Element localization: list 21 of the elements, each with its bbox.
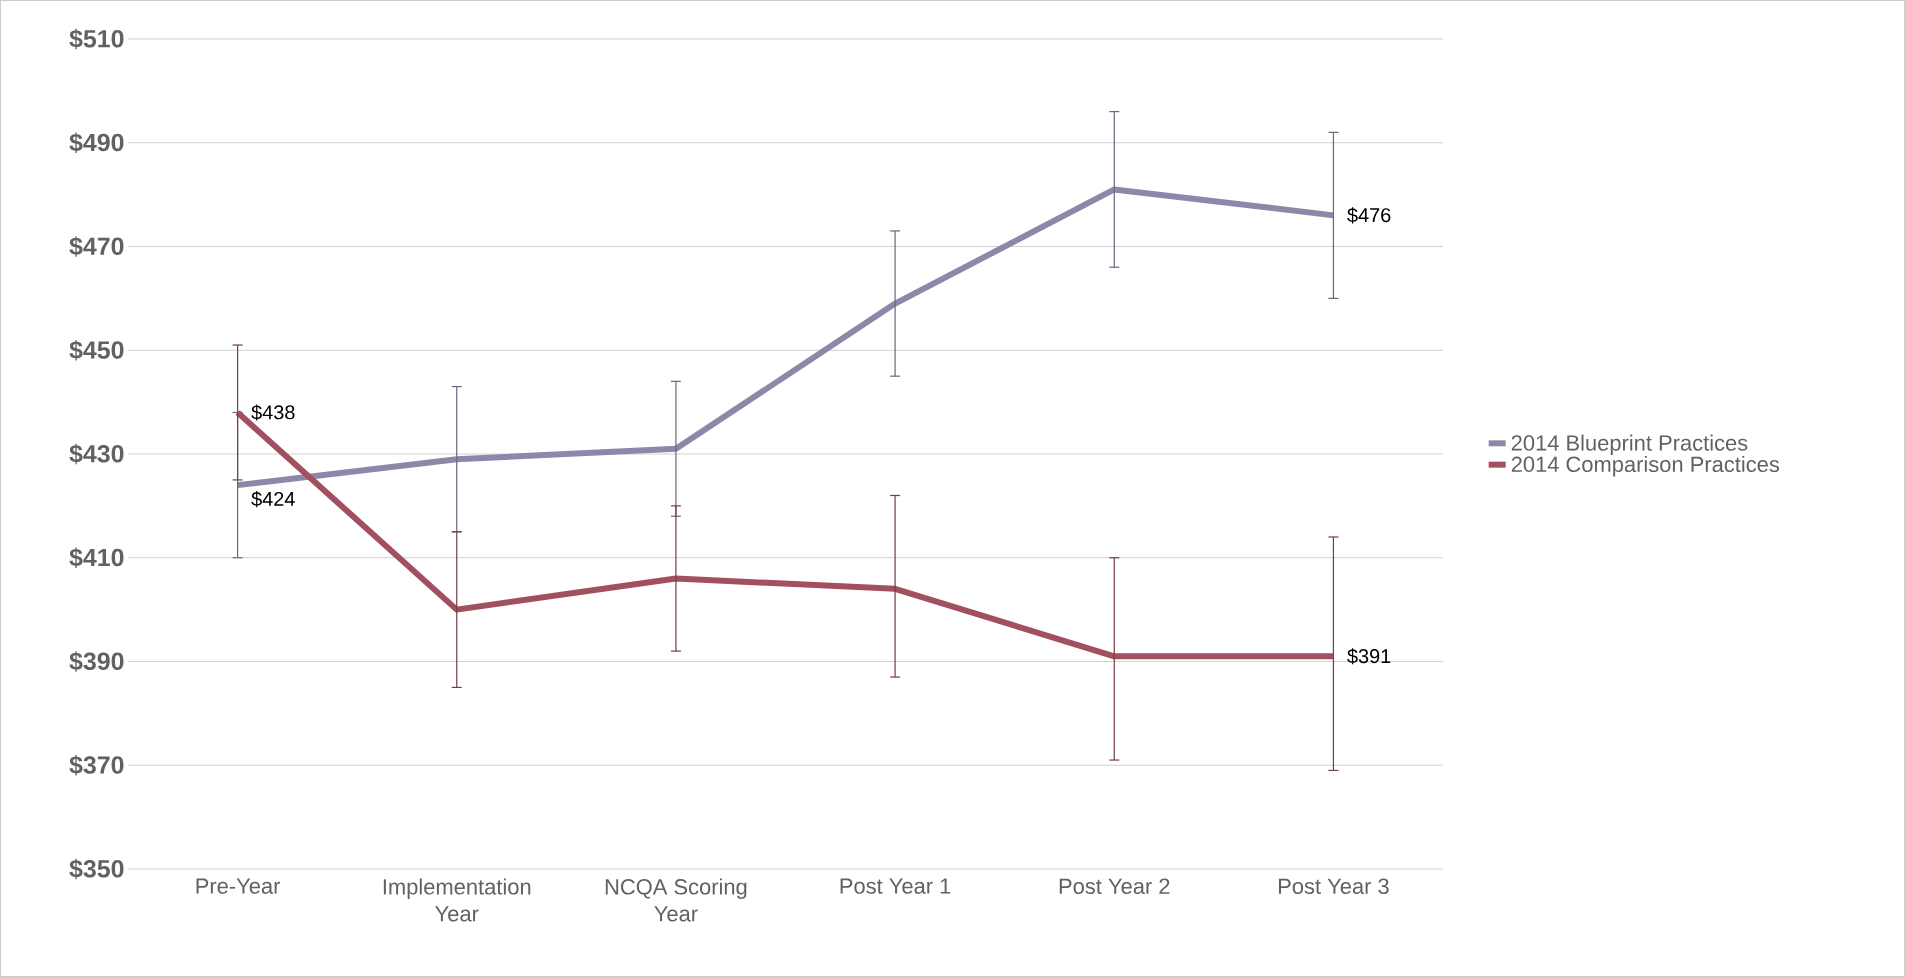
legend-label: 2014 Blueprint Practices: [1511, 434, 1748, 456]
legend-label: 2014 Comparison Practices: [1511, 455, 1780, 477]
x-tick-label: NCQA Scoring Year: [605, 878, 747, 922]
x-tick-label: Implementation Year: [383, 878, 531, 922]
x-tick-label: Post Year 3: [1278, 878, 1389, 895]
data-label: $391: [1347, 648, 1391, 665]
y-tick-label: $430: [69, 443, 124, 465]
y-tick-label: $370: [69, 755, 124, 776]
data-label: $438: [251, 404, 295, 421]
x-tick-label: Pre-Year: [196, 878, 281, 894]
data-label: $476: [1347, 207, 1391, 224]
y-tick-label: $410: [69, 547, 124, 568]
y-tick-label: $470: [69, 236, 124, 257]
y-tick-label: $450: [69, 340, 124, 361]
x-tick-label: Post Year 1: [840, 878, 951, 894]
y-tick-label: $350: [69, 858, 124, 880]
y-tick-label: $490: [69, 132, 124, 153]
x-tick-label: Post Year 2: [1059, 878, 1170, 895]
y-tick-label: $390: [69, 651, 124, 672]
y-tick-label: $510: [69, 28, 124, 50]
data-label: $424: [251, 491, 295, 508]
